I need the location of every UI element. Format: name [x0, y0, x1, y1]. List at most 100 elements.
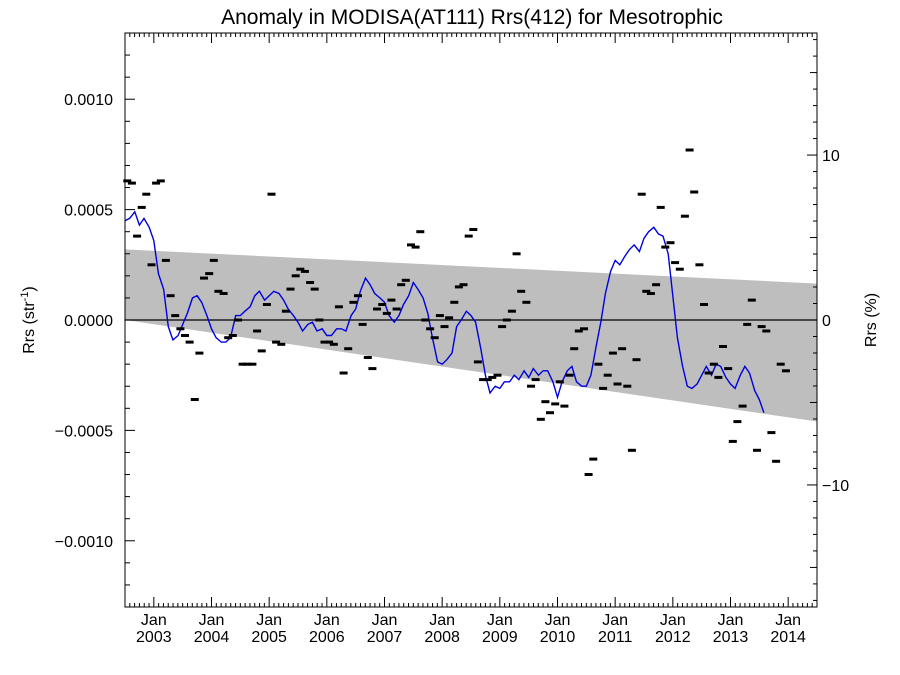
data-point — [300, 269, 309, 273]
data-point — [440, 325, 449, 329]
data-point — [680, 214, 689, 218]
data-point — [464, 234, 473, 238]
data-point — [445, 316, 454, 320]
data-point — [709, 362, 718, 366]
data-point — [224, 336, 233, 340]
y-left-tick-label: −0.0005 — [55, 423, 113, 440]
data-point — [127, 181, 136, 185]
data-point — [632, 358, 641, 362]
y-left-tick-label: −0.0010 — [55, 534, 113, 551]
data-point — [123, 179, 132, 183]
data-point — [277, 342, 286, 346]
data-point — [570, 347, 579, 351]
x-tick-label-year: 2013 — [713, 629, 749, 646]
data-point — [733, 420, 742, 424]
data-point — [234, 318, 242, 322]
x-tick-label-year: 2010 — [540, 629, 576, 646]
x-tick-label-year: 2009 — [482, 629, 518, 646]
y-axis-right-label: Rrs (%) — [863, 293, 880, 347]
data-point — [704, 371, 713, 375]
y-left-tick-label: 0.0005 — [64, 203, 113, 220]
x-tick-label-year: 2007 — [367, 629, 403, 646]
data-point — [551, 402, 560, 406]
data-point — [382, 311, 391, 315]
data-point — [580, 327, 588, 331]
data-point — [272, 340, 281, 344]
data-point — [401, 278, 410, 282]
data-point — [421, 318, 430, 322]
data-point — [267, 192, 276, 196]
data-point — [700, 303, 708, 306]
data-point — [152, 181, 161, 185]
x-tick-label-year: 2003 — [136, 629, 172, 646]
data-point — [156, 179, 165, 183]
x-tick-label-year: 2006 — [309, 629, 345, 646]
data-point — [142, 192, 151, 196]
data-point — [555, 380, 564, 384]
data-point — [493, 373, 502, 377]
data-point — [209, 258, 218, 262]
data-point — [767, 431, 776, 435]
x-tick-label-month: Jan — [487, 612, 513, 629]
data-point — [646, 292, 655, 295]
x-tick-label-month: Jan — [199, 612, 225, 629]
x-tick-label-year: 2005 — [251, 629, 287, 646]
data-point — [257, 349, 266, 353]
data-point — [205, 272, 214, 276]
data-point — [594, 362, 603, 366]
data-point — [483, 378, 492, 382]
data-point — [714, 375, 723, 379]
y-right-tick-label: 10 — [822, 148, 840, 165]
data-point — [450, 300, 459, 304]
data-point — [479, 378, 488, 382]
data-point — [574, 329, 583, 333]
data-point — [517, 289, 526, 293]
data-point — [584, 473, 593, 476]
x-axis: Jan2003Jan2004Jan2005Jan2006Jan2007Jan20… — [124, 33, 818, 646]
data-point — [685, 148, 694, 152]
data-point — [772, 459, 781, 463]
data-point — [373, 307, 381, 311]
data-point — [613, 382, 622, 386]
data-point — [214, 289, 223, 293]
data-point — [334, 305, 343, 309]
data-point — [546, 411, 554, 415]
data-point — [228, 334, 237, 337]
data-point — [411, 245, 420, 249]
data-point — [320, 340, 329, 344]
data-point — [185, 340, 194, 344]
data-point — [781, 369, 790, 373]
data-point — [363, 356, 372, 359]
x-tick-label-month: Jan — [660, 612, 686, 629]
data-point — [219, 292, 228, 295]
data-point — [652, 283, 661, 287]
data-point — [488, 375, 497, 379]
data-point — [627, 448, 636, 452]
data-point — [349, 300, 358, 304]
data-point — [281, 309, 290, 313]
data-point — [358, 322, 367, 326]
data-point — [776, 362, 785, 366]
y-right-tick-label: −10 — [822, 478, 849, 495]
data-point — [296, 267, 305, 271]
data-point — [176, 327, 185, 331]
data-point — [522, 300, 531, 304]
data-point — [416, 230, 425, 234]
data-point — [560, 404, 569, 408]
data-point — [378, 303, 387, 306]
data-point — [325, 340, 334, 344]
data-point — [642, 289, 651, 293]
data-point — [171, 314, 180, 318]
data-point — [690, 190, 699, 194]
data-point — [536, 417, 545, 421]
data-point — [753, 448, 761, 452]
data-point — [671, 261, 680, 265]
data-point — [454, 285, 463, 289]
x-tick-label-month: Jan — [314, 612, 340, 629]
data-point — [200, 276, 208, 280]
data-point — [426, 327, 435, 331]
data-point — [195, 351, 204, 355]
data-point — [637, 192, 646, 196]
data-point — [166, 294, 175, 298]
